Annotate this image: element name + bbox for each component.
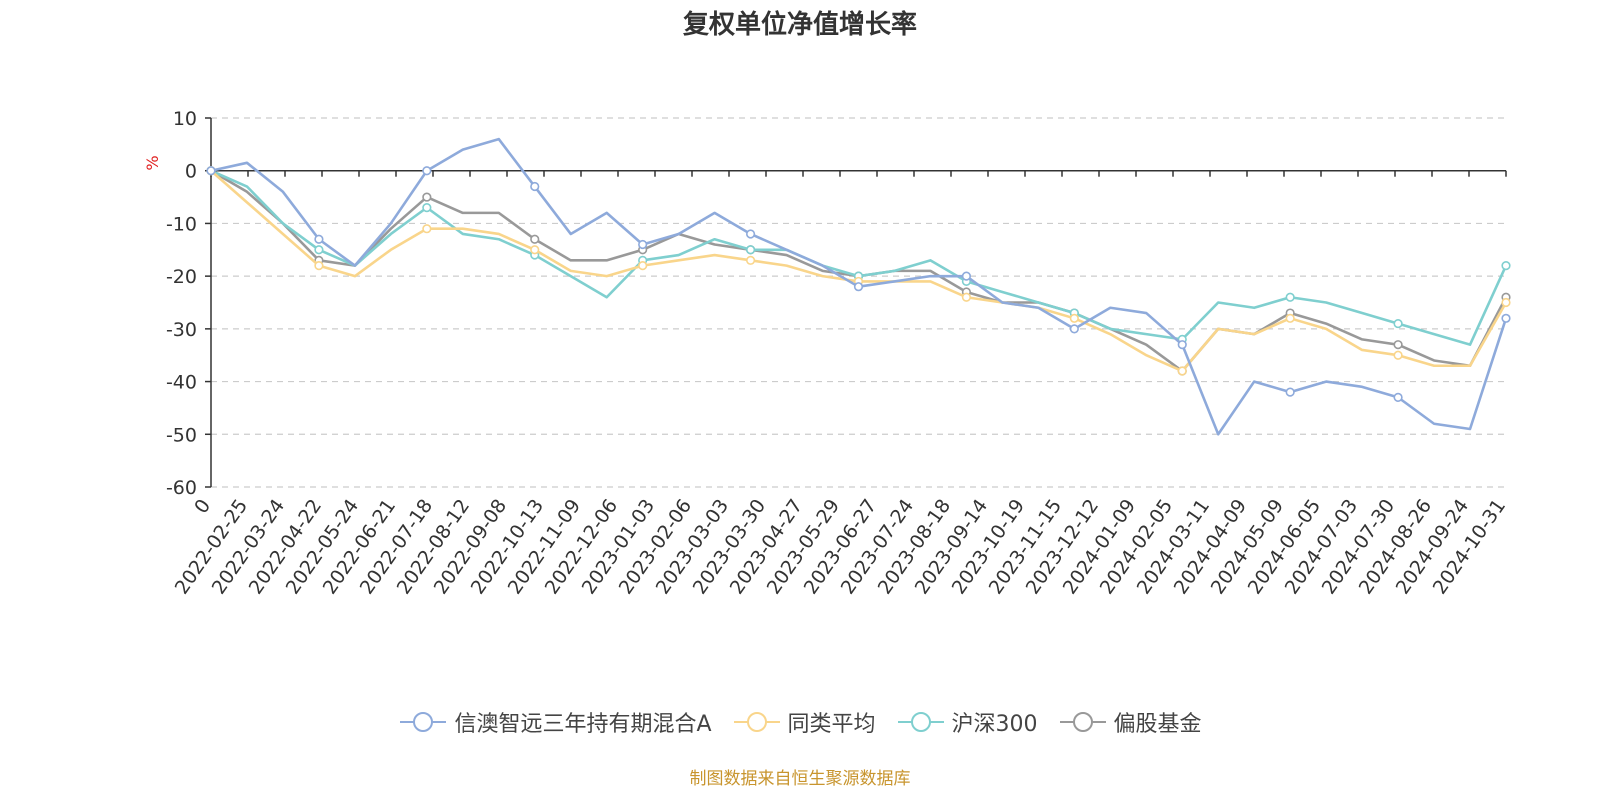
data-point[interactable] — [1285, 292, 1295, 302]
y-tick-label: -60 — [166, 477, 197, 499]
x-tick-label: 0 — [190, 495, 215, 518]
data-point[interactable] — [422, 224, 432, 234]
data-point[interactable] — [745, 255, 756, 265]
y-axis-unit-label: % — [143, 155, 162, 170]
data-point[interactable] — [853, 282, 864, 292]
y-tick-label: 10 — [173, 108, 197, 130]
legend-label: 偏股基金 — [1113, 712, 1202, 737]
series-0 — [206, 137, 1511, 436]
legend-label: 信澳智远三年持有期混合A — [454, 712, 712, 737]
source-note: 制图数据来自恒生聚源数据库 — [689, 769, 911, 789]
legend-marker-icon — [1059, 712, 1106, 732]
data-point[interactable] — [422, 192, 432, 202]
legend-label: 沪深300 — [951, 712, 1038, 737]
legend-label: 同类平均 — [787, 712, 876, 737]
grid-layer — [211, 117, 1506, 488]
data-point[interactable] — [530, 245, 540, 255]
data-point[interactable] — [1069, 313, 1079, 323]
data-point[interactable] — [422, 166, 432, 176]
data-point[interactable] — [1501, 313, 1511, 323]
data-point[interactable] — [1177, 366, 1187, 376]
data-point[interactable] — [745, 229, 756, 239]
series-layer — [206, 137, 1511, 436]
series-2 — [206, 166, 1511, 346]
legend: 信澳智远三年持有期混合A 同类平均 沪深300 偏股基金 — [0, 706, 1600, 738]
y-tick-label: -20 — [166, 266, 197, 288]
data-point[interactable] — [314, 245, 324, 255]
y-tick-label: -50 — [166, 424, 197, 446]
y-tick-label: -40 — [166, 372, 197, 394]
legend-item-equity-fund[interactable]: 偏股基金 — [1058, 706, 1202, 738]
data-point[interactable] — [530, 181, 540, 192]
data-point[interactable] — [1501, 297, 1511, 308]
data-point[interactable] — [1285, 387, 1295, 397]
y-tick-label: 0 — [185, 161, 197, 183]
series-3 — [206, 166, 1511, 376]
legend-item-peer-average[interactable]: 同类平均 — [732, 706, 876, 738]
legend-item-fund[interactable]: 信澳智远三年持有期混合A — [398, 706, 712, 738]
data-point[interactable] — [422, 203, 432, 213]
data-point[interactable] — [314, 234, 324, 244]
data-point[interactable] — [1177, 340, 1187, 350]
y-tick-label: -30 — [166, 319, 197, 341]
data-point[interactable] — [530, 234, 540, 244]
y-tick-label: -10 — [166, 213, 197, 235]
data-point[interactable] — [1393, 340, 1403, 350]
axis-layer: 100-10-20-30-40-50-6002022-02-252022-03-… — [166, 108, 1510, 598]
legend-item-csi300[interactable]: 沪深300 — [896, 706, 1038, 738]
data-point[interactable] — [961, 271, 972, 281]
data-point[interactable] — [638, 261, 648, 271]
data-point[interactable] — [206, 166, 216, 176]
data-point[interactable] — [1285, 313, 1295, 323]
legend-marker-icon — [897, 712, 944, 732]
data-point[interactable] — [1501, 261, 1511, 271]
legend-marker-icon — [400, 712, 447, 732]
legend-marker-icon — [733, 712, 780, 732]
data-point[interactable] — [1393, 392, 1403, 402]
data-point[interactable] — [1393, 318, 1403, 329]
data-point[interactable] — [1393, 350, 1403, 360]
data-point[interactable] — [638, 239, 648, 250]
data-point[interactable] — [1069, 324, 1079, 334]
series-1 — [206, 166, 1511, 376]
chart-title: 复权单位净值增长率 — [682, 10, 917, 40]
data-point[interactable] — [961, 292, 972, 302]
data-point[interactable] — [745, 245, 756, 255]
data-point[interactable] — [314, 261, 324, 271]
